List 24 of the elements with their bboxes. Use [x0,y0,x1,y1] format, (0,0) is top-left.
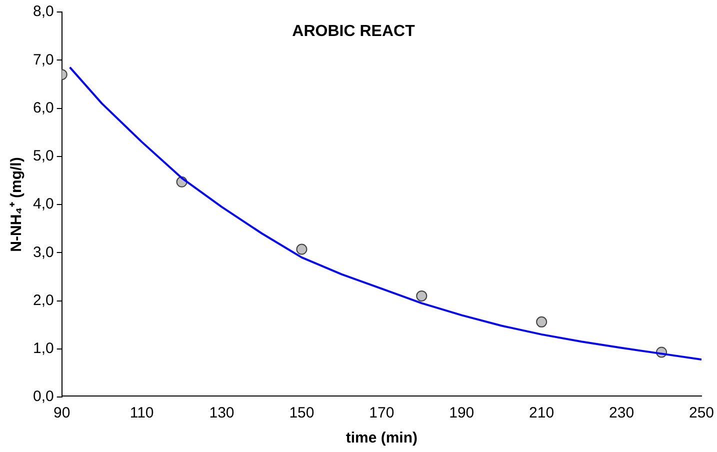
x-tick-label: 190 [449,404,474,422]
y-tick-label: 5,0 [32,148,54,165]
y-tick-label: 0,0 [32,388,54,406]
x-tick-label: 210 [529,404,554,422]
point [536,316,548,328]
point [296,244,308,255]
x-tick-label: 170 [369,404,394,422]
y-tick-label: 2,0 [32,292,54,309]
x-tick-label: 90 [54,404,70,422]
y-tick-label: 6,0 [32,99,54,116]
x-tick-label: 110 [130,404,154,422]
x-tick-label: 250 [688,404,714,422]
point [416,290,428,302]
y-tick-label: 1,0 [32,340,54,358]
x-axis-title: time (min) [346,429,418,446]
y-tick-label: 8,0 [32,3,54,20]
x-tick-label: 230 [609,404,634,422]
y-tick-label: 3,0 [32,244,54,261]
y-tick-label: 4,0 [32,196,54,213]
y-axis-title: N-NH₄⁺ (mg/l) [8,157,26,252]
text: AROBIC REACT [292,23,416,40]
y-tick-label: 7,0 [32,51,54,68]
x-tick-label: 150 [289,404,314,422]
x-tick-label: 130 [209,404,234,422]
